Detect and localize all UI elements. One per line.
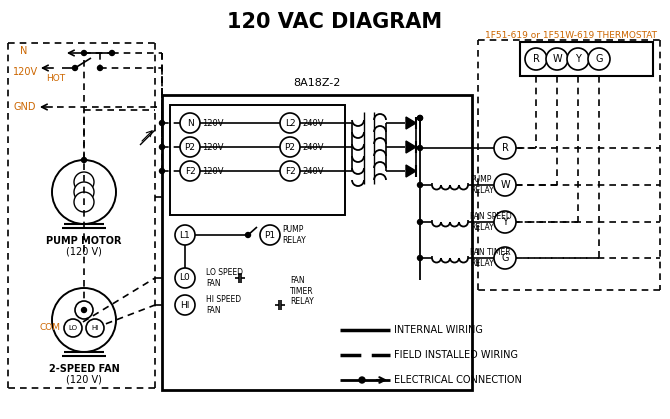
Polygon shape xyxy=(406,141,416,153)
Circle shape xyxy=(417,220,423,225)
Circle shape xyxy=(52,160,116,224)
Circle shape xyxy=(175,268,195,288)
Circle shape xyxy=(260,225,280,245)
Circle shape xyxy=(245,233,251,238)
Text: F2: F2 xyxy=(285,166,295,176)
Text: GND: GND xyxy=(13,102,36,112)
Text: W: W xyxy=(500,180,510,190)
Text: F2: F2 xyxy=(185,166,196,176)
Circle shape xyxy=(64,319,82,337)
Circle shape xyxy=(359,377,365,383)
Circle shape xyxy=(98,65,103,70)
Circle shape xyxy=(494,137,516,159)
Text: COM: COM xyxy=(40,323,61,333)
Text: P1: P1 xyxy=(265,230,275,240)
Text: 120V: 120V xyxy=(202,166,224,176)
Text: FAN SPEED
RELAY: FAN SPEED RELAY xyxy=(470,212,512,232)
Circle shape xyxy=(72,65,78,70)
Text: N: N xyxy=(20,46,27,56)
Circle shape xyxy=(546,48,568,70)
Text: N: N xyxy=(187,119,194,127)
Text: PUMP
RELAY: PUMP RELAY xyxy=(470,175,494,195)
Circle shape xyxy=(417,145,423,150)
Text: HI: HI xyxy=(91,325,98,331)
Circle shape xyxy=(525,48,547,70)
Circle shape xyxy=(417,116,423,121)
Text: P2: P2 xyxy=(184,142,196,152)
Circle shape xyxy=(52,288,116,352)
Text: R: R xyxy=(502,143,509,153)
Text: 8A18Z-2: 8A18Z-2 xyxy=(293,78,340,88)
Text: PUMP MOTOR: PUMP MOTOR xyxy=(46,236,122,246)
Circle shape xyxy=(82,158,86,163)
Text: LO SPEED
FAN: LO SPEED FAN xyxy=(206,268,243,288)
Text: 120 VAC DIAGRAM: 120 VAC DIAGRAM xyxy=(227,12,443,32)
Text: Y: Y xyxy=(502,217,508,227)
Bar xyxy=(520,42,653,76)
Circle shape xyxy=(82,51,86,55)
Circle shape xyxy=(109,51,115,55)
Circle shape xyxy=(74,192,94,212)
Circle shape xyxy=(417,116,423,121)
Circle shape xyxy=(159,168,165,173)
Text: INTERNAL WIRING: INTERNAL WIRING xyxy=(394,325,483,335)
Text: G: G xyxy=(595,54,603,64)
Text: ELECTRICAL CONNECTION: ELECTRICAL CONNECTION xyxy=(394,375,522,385)
Circle shape xyxy=(180,161,200,181)
Circle shape xyxy=(175,295,195,315)
Text: W: W xyxy=(552,54,562,64)
Circle shape xyxy=(175,225,195,245)
Text: 240V: 240V xyxy=(302,119,324,127)
Text: 120V: 120V xyxy=(13,67,38,77)
Circle shape xyxy=(280,161,300,181)
Circle shape xyxy=(180,113,200,133)
Text: G: G xyxy=(501,253,509,263)
Text: 240V: 240V xyxy=(302,142,324,152)
Circle shape xyxy=(280,113,300,133)
Polygon shape xyxy=(406,165,416,177)
Text: PUMP
RELAY: PUMP RELAY xyxy=(282,225,306,245)
Text: L2: L2 xyxy=(285,119,295,127)
Text: FIELD INSTALLED WIRING: FIELD INSTALLED WIRING xyxy=(394,350,518,360)
Text: 2-SPEED FAN: 2-SPEED FAN xyxy=(49,364,119,374)
Text: L0: L0 xyxy=(180,274,190,282)
Text: L1: L1 xyxy=(180,230,190,240)
Text: R: R xyxy=(533,54,539,64)
Text: Y: Y xyxy=(575,54,581,64)
Text: (120 V): (120 V) xyxy=(66,246,102,256)
Circle shape xyxy=(494,211,516,233)
Circle shape xyxy=(280,137,300,157)
Text: HI: HI xyxy=(180,300,190,310)
Circle shape xyxy=(494,247,516,269)
Circle shape xyxy=(75,301,93,319)
Circle shape xyxy=(588,48,610,70)
Text: LO: LO xyxy=(68,325,78,331)
Text: 1F51-619 or 1F51W-619 THERMOSTAT: 1F51-619 or 1F51W-619 THERMOSTAT xyxy=(485,31,657,39)
Circle shape xyxy=(159,145,165,150)
Polygon shape xyxy=(406,117,416,129)
Text: FAN
TIMER
RELAY: FAN TIMER RELAY xyxy=(290,276,314,306)
Circle shape xyxy=(417,256,423,261)
Circle shape xyxy=(74,182,94,202)
Circle shape xyxy=(180,137,200,157)
Text: HI SPEED
FAN: HI SPEED FAN xyxy=(206,295,241,315)
Bar xyxy=(170,105,345,215)
Text: P2: P2 xyxy=(285,142,295,152)
Circle shape xyxy=(567,48,589,70)
Text: (120 V): (120 V) xyxy=(66,374,102,384)
Text: 120V: 120V xyxy=(202,142,224,152)
Circle shape xyxy=(417,183,423,187)
Bar xyxy=(162,95,472,390)
Circle shape xyxy=(74,172,94,192)
Circle shape xyxy=(159,121,165,126)
Text: 120V: 120V xyxy=(202,119,224,127)
Circle shape xyxy=(82,308,86,313)
Text: 240V: 240V xyxy=(302,166,324,176)
Text: HOT: HOT xyxy=(46,73,65,83)
Text: FAN TIMER
RELAY: FAN TIMER RELAY xyxy=(470,248,511,268)
Circle shape xyxy=(86,319,104,337)
Circle shape xyxy=(494,174,516,196)
